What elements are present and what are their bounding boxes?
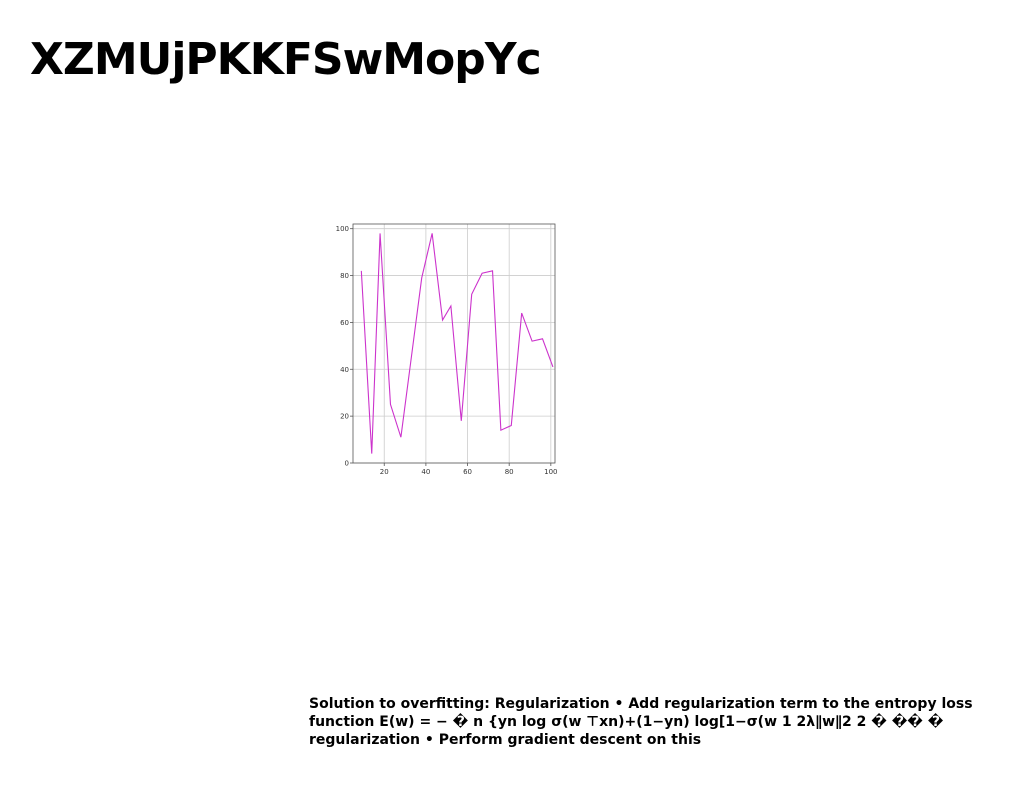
slide-body-text: Solution to overfitting: Regularization … bbox=[309, 696, 973, 748]
x-tick-label-0: 20 bbox=[380, 468, 389, 476]
y-tick-label-0: 0 bbox=[345, 460, 349, 468]
slide-title: XZMUjPKKFSwMopYc bbox=[30, 34, 542, 85]
y-tick-label-5: 100 bbox=[336, 225, 349, 233]
y-tick-label-3: 60 bbox=[340, 319, 349, 327]
line-chart: 0 20 40 60 80 100 20 40 60 80 100 bbox=[332, 220, 564, 482]
x-tick-label-2: 60 bbox=[463, 468, 472, 476]
x-tick-label-3: 80 bbox=[505, 468, 514, 476]
x-tick-label-4: 100 bbox=[544, 468, 557, 476]
y-tick-label-2: 40 bbox=[340, 366, 349, 374]
chart-canvas: 0 20 40 60 80 100 20 40 60 80 100 bbox=[336, 223, 558, 476]
y-tick-label-4: 80 bbox=[340, 272, 349, 280]
series-line-0 bbox=[360, 233, 554, 454]
x-tick-label-1: 40 bbox=[421, 468, 430, 476]
plot-frame bbox=[352, 223, 556, 464]
y-tick-label-1: 20 bbox=[340, 413, 349, 421]
